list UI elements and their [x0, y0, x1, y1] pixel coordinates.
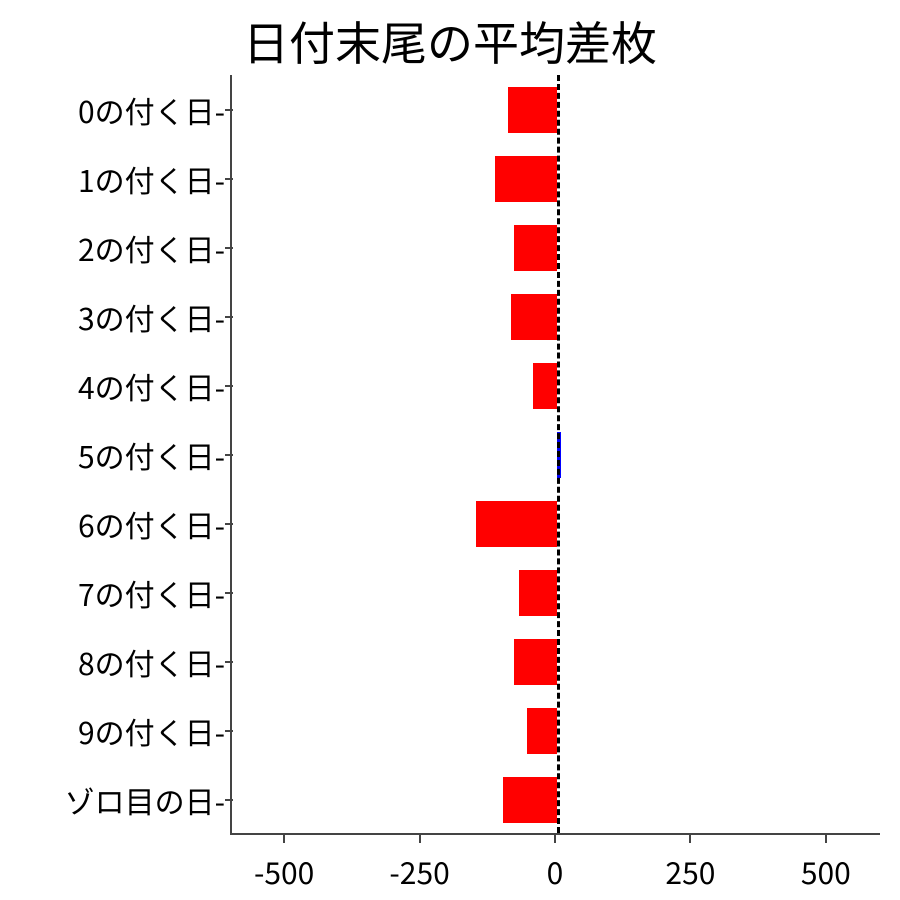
- y-axis-category-label: ゾロ目の日-: [65, 778, 225, 822]
- bar: [527, 708, 557, 754]
- x-axis-tick-label: 500: [801, 849, 851, 893]
- x-axis-tick: [554, 835, 556, 843]
- y-axis-category-label: 2の付く日-: [78, 226, 225, 270]
- bar: [476, 501, 557, 547]
- y-axis-category-label: 3の付く日-: [78, 295, 225, 339]
- y-axis-category-label: 0の付く日-: [78, 88, 225, 132]
- chart-title: 日付末尾の平均差枚: [0, 8, 900, 74]
- bar: [508, 87, 557, 133]
- y-axis-category-label: 9の付く日-: [78, 709, 225, 753]
- bar: [511, 294, 557, 340]
- x-axis-tick: [689, 835, 691, 843]
- y-axis-category-label: 7の付く日-: [78, 571, 225, 615]
- zero-reference-line: [557, 75, 560, 833]
- bar: [495, 156, 557, 202]
- y-axis-category-label: 1の付く日-: [78, 157, 225, 201]
- chart-container: 日付末尾の平均差枚 0の付く日- 1の付く日- 2の付く日- 3の付く日- 4の付く日-…: [0, 0, 900, 900]
- x-axis-tick: [825, 835, 827, 843]
- x-axis-tick: [283, 835, 285, 843]
- x-axis-tick-label: 250: [665, 849, 715, 893]
- y-axis-category-label: 5の付く日-: [78, 433, 225, 477]
- x-axis-tick: [419, 835, 421, 843]
- y-axis-category-label: 6の付く日-: [78, 502, 225, 546]
- x-axis-labels: -500 -250 0 250 500: [230, 835, 880, 895]
- bar: [519, 570, 557, 616]
- x-axis-tick-label: 0: [547, 849, 564, 893]
- bar: [533, 363, 557, 409]
- bar: [514, 639, 557, 685]
- y-axis-labels: 0の付く日- 1の付く日- 2の付く日- 3の付く日- 4の付く日- 5の付く日- 6の付く…: [0, 75, 225, 835]
- y-axis-category-label: 4の付く日-: [78, 364, 225, 408]
- x-axis-tick-label: -500: [254, 849, 314, 893]
- y-axis-category-label: 8の付く日-: [78, 640, 225, 684]
- bar: [503, 777, 557, 823]
- bar: [514, 225, 557, 271]
- x-axis-tick-label: -250: [389, 849, 449, 893]
- plot-area: [230, 75, 880, 835]
- bars-layer: [232, 75, 880, 833]
